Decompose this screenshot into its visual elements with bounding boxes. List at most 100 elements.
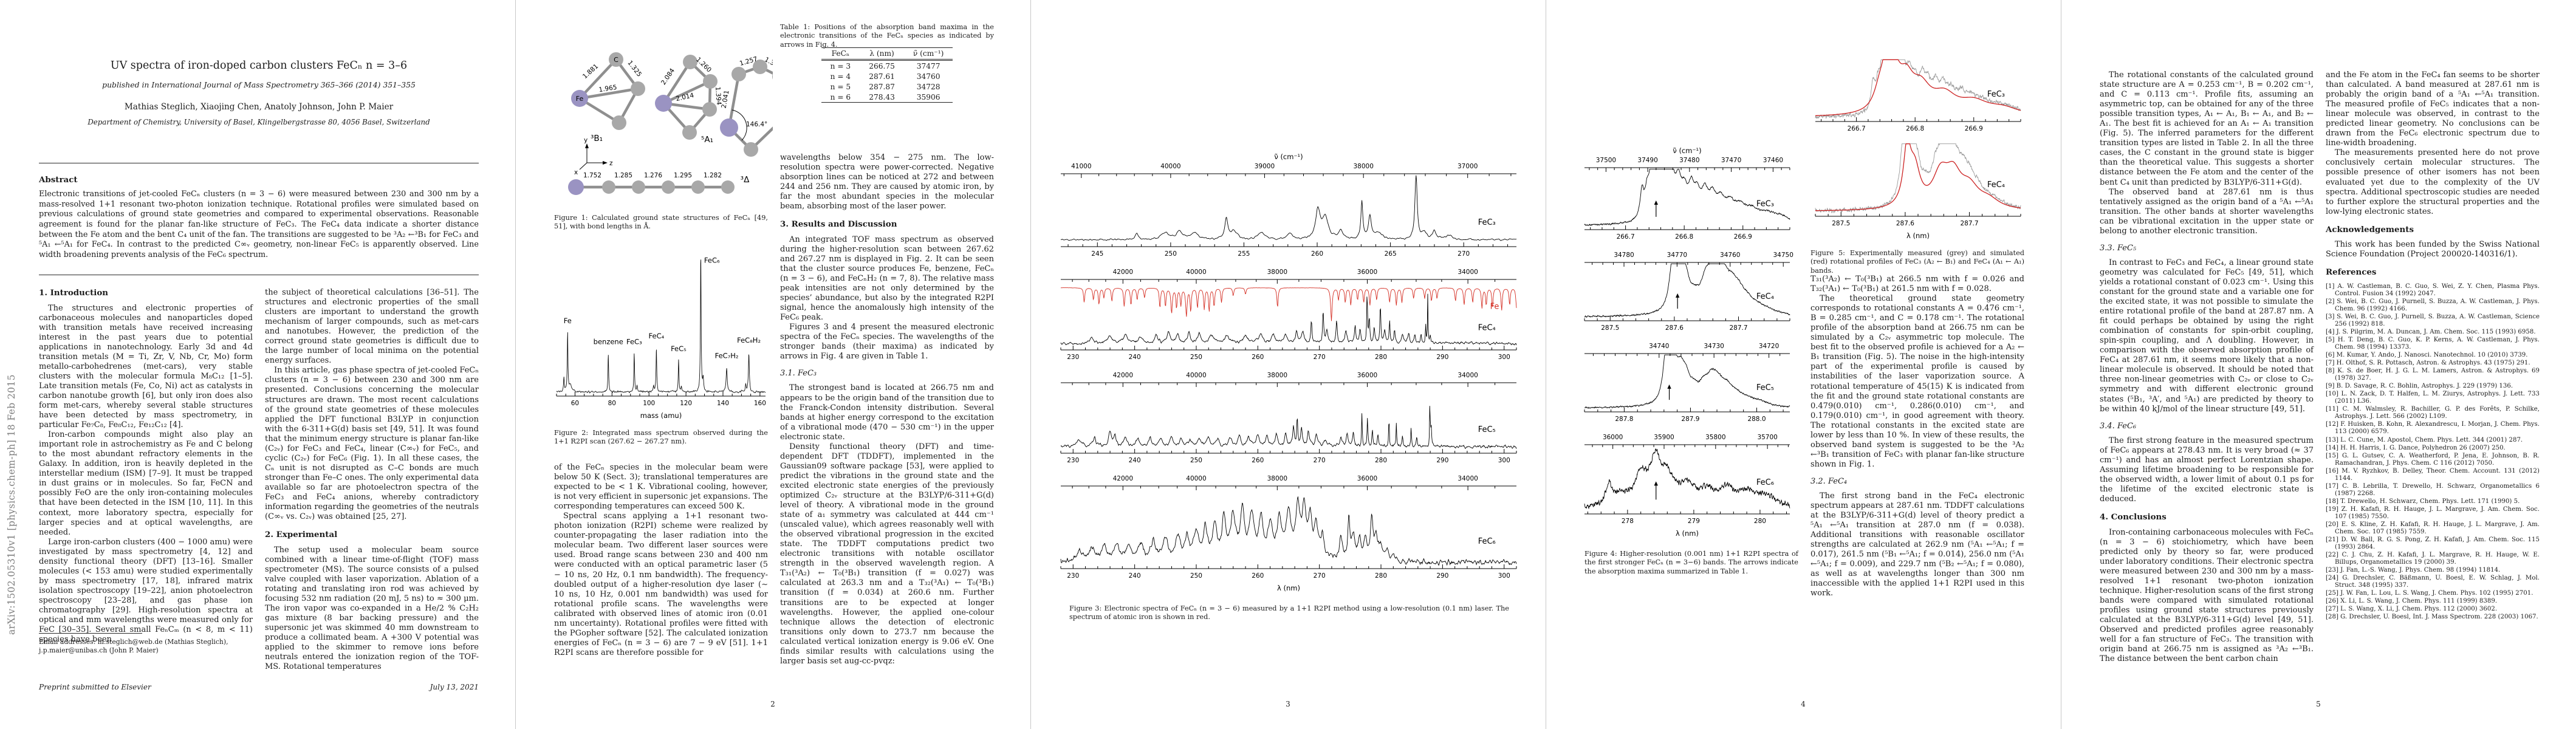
table-row: n = 3 266.75 37477 [821, 60, 953, 72]
c-atom [602, 180, 615, 194]
paragraph: An integrated TOF mass spectrum as obser… [780, 234, 994, 323]
column-2: wavelengths below 354 − 275 nm. The low-… [780, 153, 994, 694]
svg-text:36000: 36000 [1357, 475, 1377, 482]
c-atom [753, 60, 767, 74]
spectrum-svg: 245 250 255 260 265 270 41000 40000 39000 38000 37… [1060, 152, 1517, 258]
table-row: n = 6 278.43 35906 [821, 92, 953, 103]
axes-indicator [579, 143, 608, 170]
svg-text:260: 260 [1252, 457, 1264, 464]
svg-text:40000: 40000 [1186, 475, 1206, 482]
svg-text:288.0: 288.0 [1747, 416, 1766, 423]
column-2: T₃₁(³A₂) ← T₀(³B₁) at 266.5 nm with f = … [1810, 275, 2024, 676]
column-2: and the Fe atom in the FeC₄ fan seems to… [2326, 70, 2540, 678]
authors: Mathias Steglich, Xiaojing Chen, Anatoly… [124, 102, 394, 112]
svg-text:266.9: 266.9 [1965, 125, 1983, 132]
svg-text:λ (nm): λ (nm) [1906, 231, 1930, 240]
svg-text:270: 270 [1314, 354, 1326, 361]
section-1-heading: 1. Introduction [39, 288, 109, 298]
footer-left: Preprint submitted to Elsevier [39, 683, 151, 691]
svg-text:266.7: 266.7 [1848, 125, 1866, 132]
svg-text:38000: 38000 [1267, 475, 1287, 482]
svg-text:290: 290 [1436, 457, 1448, 464]
reference-item: [7] H. Olthof, S. R. Pottasch, Astron. &… [2326, 360, 2530, 367]
table-row: n = 5 287.87 34728 [821, 81, 953, 92]
page-4: 266.7 266.8 266.9 37500 37490 37480 37470 37460… [1546, 0, 2061, 729]
spectrum-svg: 60 80 100 120 140 160 mass (amu) Fe benzene FeC₃ F… [556, 256, 766, 420]
svg-text:FeC₆: FeC₆ [1478, 537, 1496, 546]
column-1: 1. Introduction The structures and elect… [39, 288, 253, 644]
abstract-heading: Abstract [39, 175, 78, 185]
fe-label: Fe [576, 95, 584, 103]
svg-text:34750: 34750 [1773, 252, 1793, 259]
reference-item: [14] H. H. Harris, I. G. Dance, Polyhedr… [2326, 444, 2506, 451]
paragraph: wavelengths below 354 − 275 nm. The low-… [780, 153, 994, 211]
svg-text:FeC₈H₂: FeC₈H₂ [737, 336, 761, 344]
c-atom [703, 74, 718, 89]
svg-text:280: 280 [1375, 354, 1387, 361]
c-atom [721, 180, 735, 194]
svg-text:37470: 37470 [1721, 157, 1741, 164]
axis-y-label: y [584, 137, 587, 144]
svg-text:FeC₆: FeC₆ [704, 256, 720, 264]
paragraph: The setup used a molecular beam source c… [265, 545, 479, 672]
c-atom [682, 125, 697, 140]
section-3-2-heading: 3.2. FeC₄ [1810, 476, 1848, 486]
figure-5-panel-fec3: 266.7 266.8 266.9 FeC₃ [1810, 53, 2026, 137]
table-1-wrap: FeCₙ λ (nm) ν̃ (cm⁻¹) n = 3 266.75 37477 n = 4… [780, 47, 994, 103]
page-5: The rotational constants of the calculat… [2061, 0, 2576, 729]
page-number: 3 [1286, 700, 1290, 708]
svg-text:100: 100 [643, 400, 655, 407]
svg-text:280: 280 [1754, 518, 1766, 525]
svg-text:280: 280 [1375, 457, 1387, 464]
svg-text:34000: 34000 [1458, 372, 1478, 379]
svg-text:250: 250 [1190, 354, 1202, 361]
svg-text:FeC₃: FeC₃ [1756, 200, 1774, 209]
paragraph: Spectral scans applying a 1+1 resonant t… [554, 512, 768, 657]
paragraph: The rotational constants of the calculat… [2100, 70, 2314, 187]
spectrum-svg: 278 279 280 36000 35900 35800 35700 λ (nm) FeC₆ [1584, 434, 1790, 538]
svg-text:270: 270 [1314, 457, 1326, 464]
figure-4-caption: Figure 4: Higher-resolution (0.001 nm) 1… [1584, 550, 1798, 575]
paragraph: This work has been funded by the Swiss N… [2326, 240, 2540, 259]
svg-text:37000: 37000 [1458, 163, 1478, 170]
paragraph: and the Fe atom in the FeC₄ fan seems to… [2326, 70, 2540, 148]
svg-text:39000: 39000 [1255, 163, 1275, 170]
svg-text:290: 290 [1436, 572, 1448, 580]
bond-length: 2.014 [675, 92, 694, 103]
svg-text:287.7: 287.7 [1729, 324, 1747, 332]
c-label: C [614, 56, 618, 64]
reference-item: [22] C. J. Chu, Z. H. Kafafi, J. L. Marg… [2326, 551, 2540, 566]
svg-text:34000: 34000 [1458, 269, 1478, 276]
footnote-emails: Email addresses: m.steglich@web.de (Math… [39, 638, 228, 655]
page-number: 5 [2316, 700, 2321, 708]
bond-length: 1.282 [704, 172, 722, 179]
paragraph: Density functional theory (DFT) and time… [780, 442, 994, 666]
svg-text:260: 260 [1311, 250, 1323, 258]
paragraph: the subject of theoretical calculations … [265, 288, 479, 366]
svg-text:FeC₄: FeC₄ [1478, 323, 1496, 332]
angle-label: 146.4° [746, 121, 767, 128]
molecule-structures-svg: Fe C 1.881 1.965 1.325 ³B₁ y z x [568, 52, 800, 195]
c-atom [702, 102, 717, 117]
svg-text:36000: 36000 [1603, 434, 1623, 441]
c-atom [662, 180, 675, 194]
c-atom [631, 81, 645, 96]
svg-text:80: 80 [608, 400, 616, 407]
state-label: ⁵A₁ [701, 135, 713, 145]
paragraph: The structures and electronic properties… [39, 303, 253, 430]
paragraph: Iron-carbon compounds might also play an… [39, 430, 253, 537]
svg-text:260: 260 [1252, 354, 1264, 361]
reference-item: [11] C. M. Walmsley, R. Bachiller, G. P.… [2326, 406, 2540, 420]
paragraph: T₃₁(³A₂) ← T₀(³B₁) at 266.5 nm with f = … [1810, 275, 2024, 294]
figure-3-panel-fec6: 230 240 250 260 270 280 290 300 42000 40000 38000 3… [1056, 469, 1521, 594]
table-1: FeCₙ λ (nm) ν̃ (cm⁻¹) n = 3 266.75 37477 n = 4… [821, 47, 953, 103]
svg-text:40000: 40000 [1186, 372, 1206, 379]
figure-3-panel-fec3: 245 250 255 260 265 270 41000 40000 39000 38000 37… [1056, 151, 1521, 262]
reference-item: [13] L. C. Cune, M. Apostol, Chem. Phys.… [2326, 436, 2523, 443]
fe-atom [571, 90, 588, 107]
table-cell: 37477 [916, 61, 940, 70]
svg-text:278: 278 [1622, 518, 1634, 525]
reference-item: [18] T. Drewello, H. Schwarz, Chem. Phys… [2326, 498, 2520, 505]
svg-text:34720: 34720 [1759, 343, 1779, 350]
svg-text:41000: 41000 [1071, 163, 1091, 170]
